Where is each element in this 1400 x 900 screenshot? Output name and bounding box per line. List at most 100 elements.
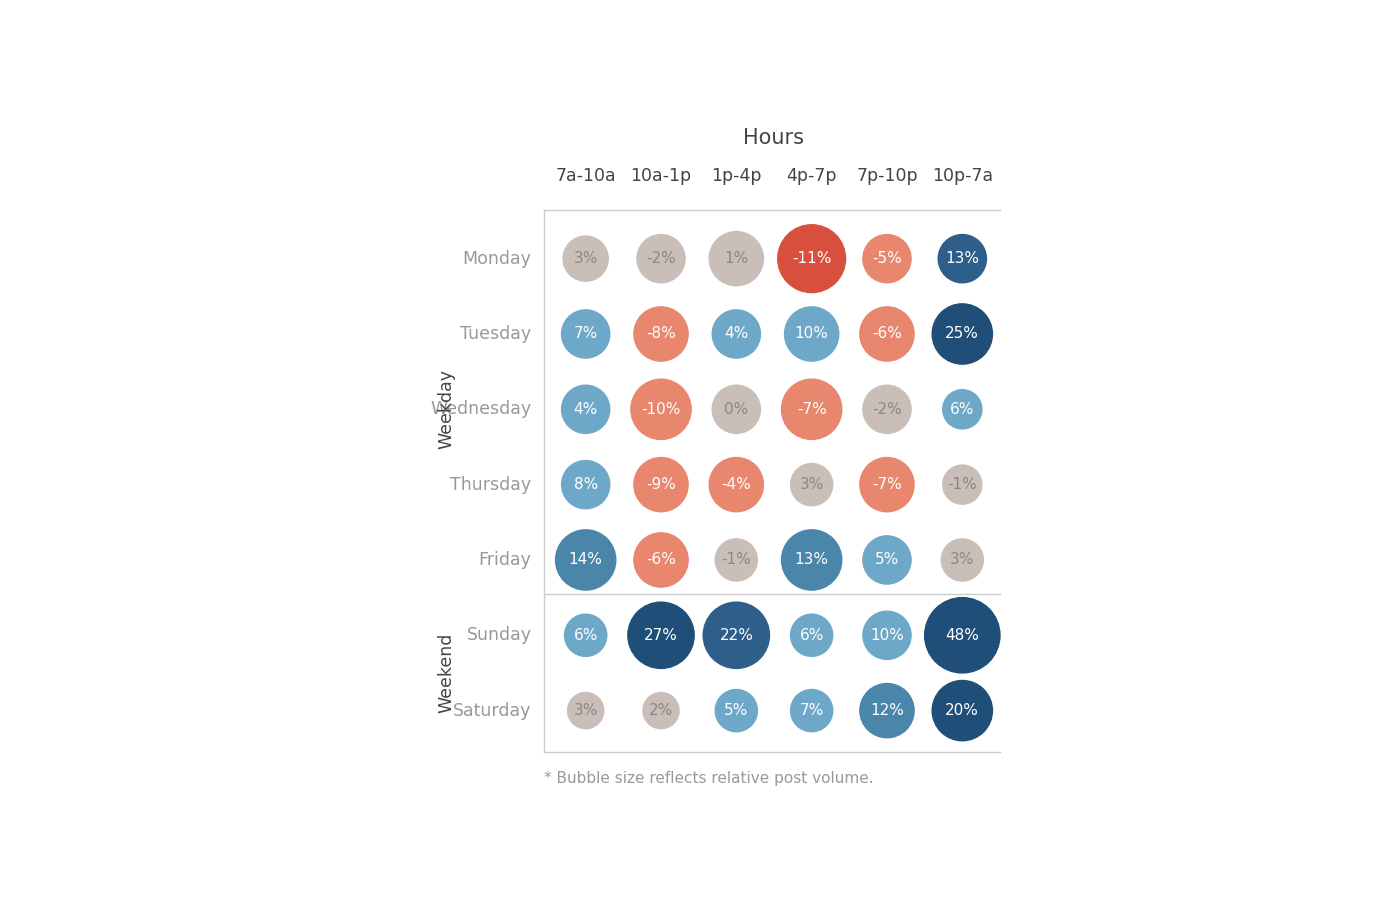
Circle shape: [563, 236, 608, 281]
Text: 6%: 6%: [799, 628, 823, 643]
Text: -6%: -6%: [872, 327, 902, 341]
Circle shape: [942, 390, 981, 429]
Circle shape: [713, 385, 760, 434]
Circle shape: [634, 457, 689, 512]
Circle shape: [924, 598, 1000, 673]
Circle shape: [860, 457, 914, 512]
Text: 22%: 22%: [720, 628, 753, 643]
Text: 4%: 4%: [574, 401, 598, 417]
Text: Sunday: Sunday: [466, 626, 532, 644]
Text: Wednesday: Wednesday: [430, 400, 532, 418]
Text: 1p-4p: 1p-4p: [711, 166, 762, 184]
Text: 27%: 27%: [644, 628, 678, 643]
Text: Tuesday: Tuesday: [461, 325, 532, 343]
Text: -5%: -5%: [872, 251, 902, 266]
Circle shape: [561, 461, 610, 508]
Circle shape: [862, 235, 911, 283]
Circle shape: [781, 530, 841, 590]
Text: 7a-10a: 7a-10a: [556, 166, 616, 184]
Text: -9%: -9%: [645, 477, 676, 492]
Circle shape: [561, 385, 610, 434]
Text: 12%: 12%: [869, 703, 904, 718]
Text: 20%: 20%: [945, 703, 979, 718]
Text: 7%: 7%: [799, 703, 823, 718]
Text: Saturday: Saturday: [454, 702, 532, 720]
Text: 7%: 7%: [574, 327, 598, 341]
Circle shape: [561, 310, 610, 358]
Circle shape: [778, 225, 846, 292]
Text: 3%: 3%: [574, 251, 598, 266]
Text: * Bubble size reflects relative post volume.: * Bubble size reflects relative post vol…: [545, 771, 874, 786]
Text: -11%: -11%: [792, 251, 832, 266]
Text: -6%: -6%: [645, 553, 676, 568]
Circle shape: [710, 457, 763, 512]
Circle shape: [634, 307, 689, 361]
Circle shape: [941, 539, 983, 581]
Text: 10a-1p: 10a-1p: [630, 166, 692, 184]
Text: 1%: 1%: [724, 251, 749, 266]
Text: 5%: 5%: [875, 553, 899, 568]
Text: -1%: -1%: [948, 477, 977, 492]
Text: 14%: 14%: [568, 553, 602, 568]
Text: 3%: 3%: [799, 477, 823, 492]
Text: 6%: 6%: [574, 628, 598, 643]
Circle shape: [932, 304, 993, 365]
Circle shape: [791, 689, 833, 732]
Text: -7%: -7%: [797, 401, 826, 417]
Circle shape: [634, 533, 689, 587]
Text: 10p-7a: 10p-7a: [932, 166, 993, 184]
Circle shape: [784, 307, 839, 361]
Text: 10%: 10%: [869, 628, 904, 643]
Text: -7%: -7%: [872, 477, 902, 492]
Circle shape: [942, 465, 981, 504]
Text: Weekday: Weekday: [437, 369, 455, 449]
Text: -4%: -4%: [721, 477, 752, 492]
Text: -2%: -2%: [647, 251, 676, 266]
Circle shape: [862, 536, 911, 584]
Text: Hours: Hours: [743, 128, 805, 148]
Text: -2%: -2%: [872, 401, 902, 417]
Text: 3%: 3%: [951, 553, 974, 568]
Circle shape: [791, 614, 833, 656]
Text: 8%: 8%: [574, 477, 598, 492]
Text: 0%: 0%: [724, 401, 749, 417]
Text: 10%: 10%: [795, 327, 829, 341]
Text: 13%: 13%: [945, 251, 980, 266]
Text: Weekend: Weekend: [437, 633, 455, 713]
Text: 5%: 5%: [724, 703, 749, 718]
Circle shape: [715, 689, 757, 732]
Circle shape: [643, 692, 679, 729]
Circle shape: [567, 692, 603, 729]
Circle shape: [637, 235, 685, 283]
Text: 25%: 25%: [945, 327, 979, 341]
Circle shape: [932, 680, 993, 741]
Circle shape: [938, 235, 987, 283]
Circle shape: [703, 602, 770, 669]
Text: Friday: Friday: [479, 551, 532, 569]
Text: 2%: 2%: [648, 703, 673, 718]
Circle shape: [631, 379, 692, 439]
Circle shape: [791, 464, 833, 506]
Text: -1%: -1%: [721, 553, 752, 568]
Circle shape: [564, 614, 606, 656]
Circle shape: [713, 310, 760, 358]
Text: 7p-10p: 7p-10p: [857, 166, 918, 184]
Text: 48%: 48%: [945, 628, 979, 643]
Circle shape: [781, 379, 841, 439]
Text: 13%: 13%: [795, 553, 829, 568]
Circle shape: [860, 683, 914, 738]
Circle shape: [710, 231, 763, 286]
Text: Thursday: Thursday: [451, 475, 532, 493]
Text: 3%: 3%: [574, 703, 598, 718]
Circle shape: [860, 307, 914, 361]
Circle shape: [862, 611, 911, 660]
Text: 4p-7p: 4p-7p: [787, 166, 837, 184]
Circle shape: [556, 530, 616, 590]
Circle shape: [627, 602, 694, 669]
Text: 6%: 6%: [951, 401, 974, 417]
Text: -10%: -10%: [641, 401, 680, 417]
Circle shape: [715, 539, 757, 581]
Text: 4%: 4%: [724, 327, 749, 341]
Text: Monday: Monday: [462, 249, 532, 267]
Circle shape: [862, 385, 911, 434]
